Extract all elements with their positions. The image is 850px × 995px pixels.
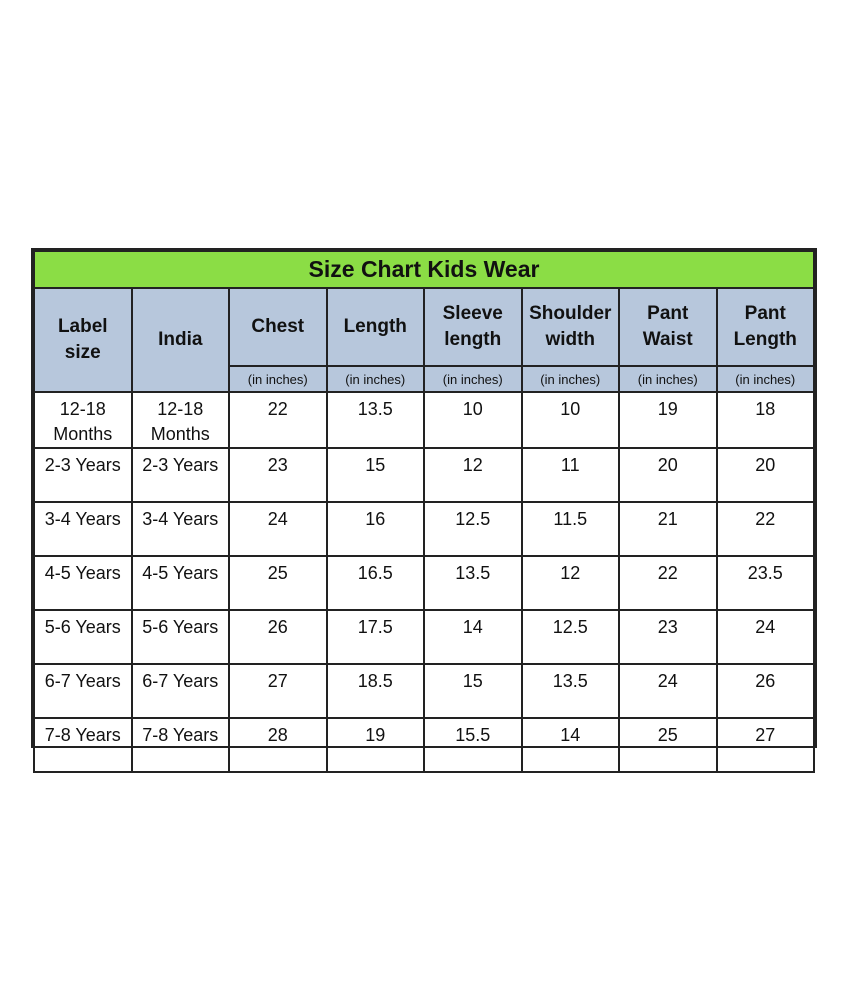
size-chart-body: Size Chart Kids Wear Label size India Ches… <box>33 250 815 773</box>
unit-row: (in inches) (in inches) (in inches) (in inc… <box>34 365 815 393</box>
table-cell-shoulder-width: 12.5 <box>520 609 620 665</box>
size-chart: Size Chart Kids Wear Label size India Ches… <box>31 248 817 773</box>
table-cell-pant-waist: 20 <box>618 447 718 503</box>
unit-label: (in inches) <box>228 365 328 393</box>
table-cell-india: 12-18 Months <box>130 391 230 449</box>
table-cell-pant-length: 20 <box>715 447 815 503</box>
table-cell-pant-waist: 19 <box>618 391 718 449</box>
table-cell-label-size: 6-7 Years <box>33 663 133 719</box>
table-cell-sleeve-length: 14 <box>423 609 523 665</box>
table-cell-pant-length: 23.5 <box>715 555 815 611</box>
table-cell-chest: 22 <box>228 391 328 449</box>
table-cell-sleeve-length: 15 <box>423 663 523 719</box>
table-cell-pant-length: 26 <box>715 663 815 719</box>
unit-label: (in inches) <box>520 365 620 393</box>
table-cell-pant-length: 27 <box>715 717 815 773</box>
table-cell-pant-length: 22 <box>715 501 815 557</box>
table-row: 5-6 Years 5-6 Years 26 17.5 14 12.5 23 24 <box>33 609 815 665</box>
table-cell-length: 13.5 <box>325 391 425 449</box>
table-cell-label-size: 12-18 Months <box>33 391 133 449</box>
unit-label: (in inches) <box>715 365 815 393</box>
table-cell-label-size: 5-6 Years <box>33 609 133 665</box>
table-cell-label-size: 4-5 Years <box>33 555 133 611</box>
table-row: 7-8 Years 7-8 Years 28 19 15.5 14 25 27 <box>33 717 815 773</box>
table-cell-length: 15 <box>325 447 425 503</box>
table-cell-chest: 28 <box>228 717 328 773</box>
column-header-length: Length <box>325 287 425 367</box>
table-row: 2-3 Years 2-3 Years 23 15 12 11 20 20 <box>33 447 815 503</box>
table-cell-sleeve-length: 12 <box>423 447 523 503</box>
table-row: 3-4 Years 3-4 Years 24 16 12.5 11.5 21 22 <box>33 501 815 557</box>
column-header-label-size: Label size <box>33 287 133 393</box>
table-cell-label-size: 2-3 Years <box>33 447 133 503</box>
table-cell-sleeve-length: 13.5 <box>423 555 523 611</box>
table-cell-pant-waist: 23 <box>618 609 718 665</box>
table-cell-shoulder-width: 11.5 <box>520 501 620 557</box>
unit-label: (in inches) <box>325 365 425 393</box>
chart-title: Size Chart Kids Wear <box>33 250 815 289</box>
table-cell-label-size: 7-8 Years <box>33 717 133 773</box>
table-cell-chest: 26 <box>228 609 328 665</box>
table-cell-chest: 25 <box>228 555 328 611</box>
table-cell-sleeve-length: 12.5 <box>423 501 523 557</box>
table-cell-india: 7-8 Years <box>130 717 230 773</box>
column-header-sleeve-length: Sleeve length <box>423 287 523 367</box>
table-cell-chest: 24 <box>228 501 328 557</box>
table-cell-shoulder-width: 12 <box>520 555 620 611</box>
table-cell-length: 18.5 <box>325 663 425 719</box>
table-cell-sleeve-length: 10 <box>423 391 523 449</box>
table-cell-india: 6-7 Years <box>130 663 230 719</box>
table-row: 12-18 Months 12-18 Months 22 13.5 10 10 19 18 <box>33 391 815 449</box>
table-cell-pant-length: 18 <box>715 391 815 449</box>
unit-label: (in inches) <box>618 365 718 393</box>
table-cell-length: 19 <box>325 717 425 773</box>
table-cell-shoulder-width: 14 <box>520 717 620 773</box>
table-cell-chest: 23 <box>228 447 328 503</box>
column-header-pant-length: Pant Length <box>715 287 815 367</box>
table-cell-sleeve-length: 15.5 <box>423 717 523 773</box>
column-header-india: India <box>130 287 230 393</box>
table-cell-pant-waist: 24 <box>618 663 718 719</box>
table-cell-india: 4-5 Years <box>130 555 230 611</box>
table-cell-pant-waist: 21 <box>618 501 718 557</box>
column-header-chest: Chest <box>228 287 328 367</box>
table-cell-india: 3-4 Years <box>130 501 230 557</box>
table-cell-length: 17.5 <box>325 609 425 665</box>
table-row: 4-5 Years 4-5 Years 25 16.5 13.5 12 22 23.5 <box>33 555 815 611</box>
table-cell-pant-waist: 25 <box>618 717 718 773</box>
unit-label: (in inches) <box>423 365 523 393</box>
table-cell-label-size: 3-4 Years <box>33 501 133 557</box>
table-row: 6-7 Years 6-7 Years 27 18.5 15 13.5 24 26 <box>33 663 815 719</box>
header-row: Label size India Chest Length Sleeve length S… <box>33 287 815 393</box>
column-header-shoulder-width: Shoulder width <box>520 287 620 367</box>
table-cell-shoulder-width: 11 <box>520 447 620 503</box>
table-cell-length: 16 <box>325 501 425 557</box>
table-cell-shoulder-width: 13.5 <box>520 663 620 719</box>
table-cell-length: 16.5 <box>325 555 425 611</box>
table-cell-india: 5-6 Years <box>130 609 230 665</box>
title-row: Size Chart Kids Wear <box>33 250 815 289</box>
table-cell-pant-length: 24 <box>715 609 815 665</box>
size-chart-table: Size Chart Kids Wear Label size India Ches… <box>33 250 815 773</box>
column-header-pant-waist: Pant Waist <box>618 287 718 367</box>
table-cell-chest: 27 <box>228 663 328 719</box>
table-cell-shoulder-width: 10 <box>520 391 620 449</box>
table-cell-india: 2-3 Years <box>130 447 230 503</box>
table-cell-pant-waist: 22 <box>618 555 718 611</box>
